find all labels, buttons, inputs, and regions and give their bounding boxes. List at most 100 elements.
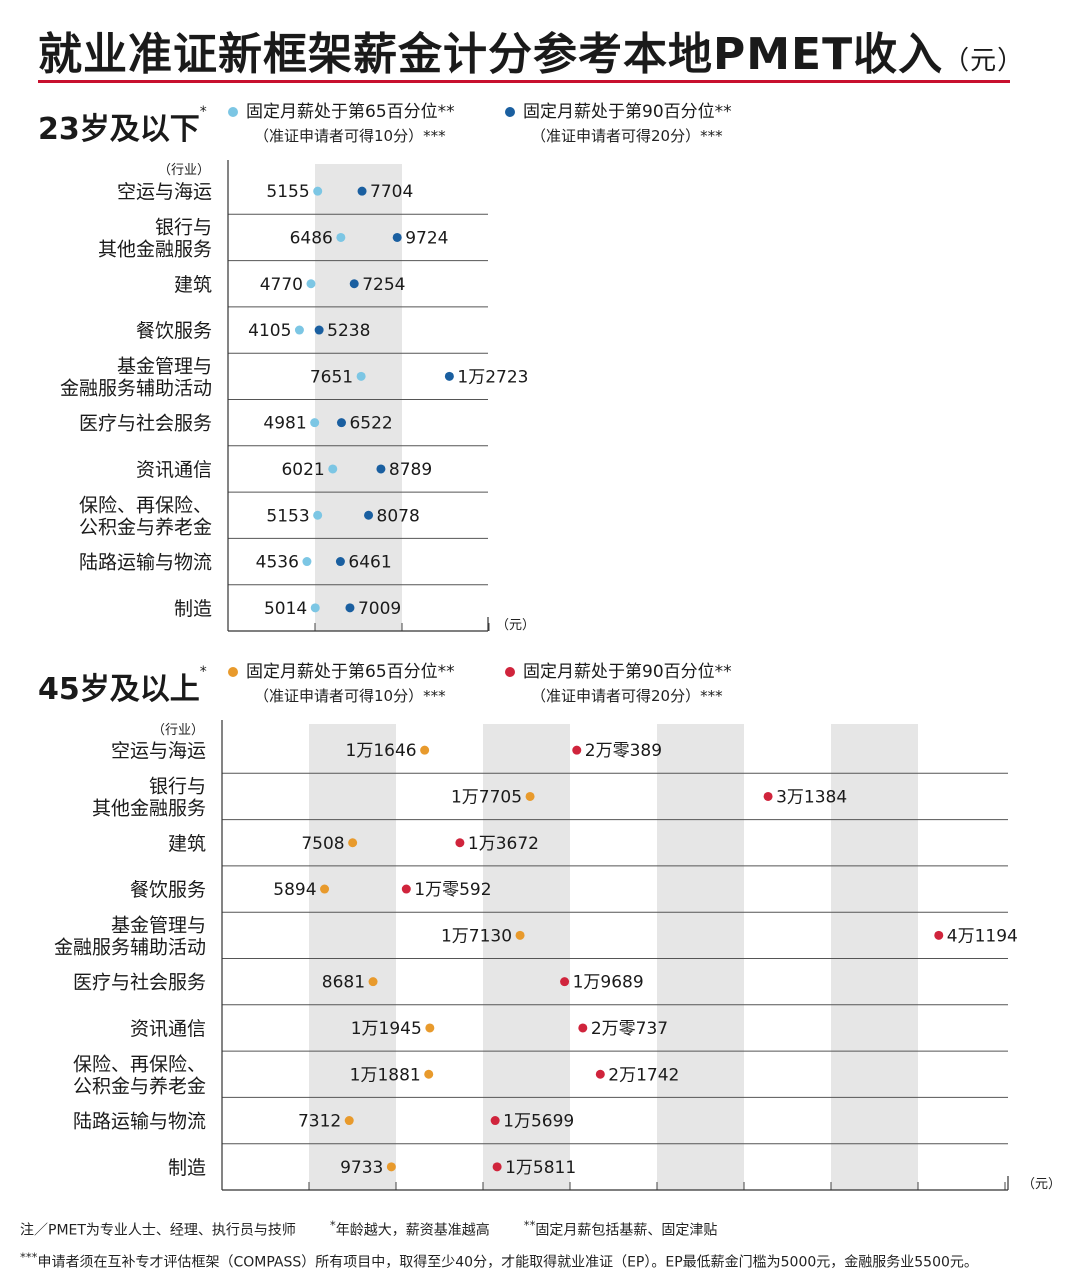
point-90th — [336, 418, 346, 428]
value-label-90th: 7009 — [358, 599, 401, 619]
category-label: 基金管理与 — [117, 355, 212, 377]
point-90th — [364, 510, 374, 520]
value-label-90th: 7704 — [370, 182, 413, 202]
point-90th — [345, 603, 355, 613]
footnote-compass: 申请者须在互补专才评估框架（COMPASS）所有项目中，取得至少40分，才能取得… — [37, 1254, 978, 1271]
section-title-over-45-text: 45岁及以上 — [38, 672, 200, 707]
title-rule — [38, 80, 1010, 83]
value-label-65th: 5014 — [264, 599, 307, 619]
value-label-90th: 6461 — [348, 553, 391, 573]
section-title-under-23: 23岁及以下* — [38, 104, 207, 148]
point-90th — [376, 464, 386, 474]
value-label-65th: 7651 — [310, 367, 353, 387]
category-label: 陆路运输与物流 — [73, 1111, 206, 1133]
page-title-unit: （元） — [943, 46, 1025, 76]
point-90th — [314, 325, 324, 335]
point-65th — [515, 930, 525, 940]
category-label: 餐饮服务 — [136, 320, 212, 342]
point-65th — [313, 510, 323, 520]
value-label-65th: 1万1881 — [350, 1065, 421, 1085]
footnote-age-mark: * — [329, 1218, 336, 1232]
category-label: 制造 — [168, 1157, 206, 1179]
value-label-90th: 1万3672 — [468, 834, 539, 854]
page-title-text: 就业准证新框架薪金计分参考本地PMET收入 — [38, 29, 944, 80]
legend-dot-65th-under-23 — [228, 107, 238, 117]
category-label: 银行与 — [155, 216, 212, 238]
point-90th — [335, 557, 345, 567]
legend-65th-under-23: 固定月薪处于第65百分位** （准证申请者可得10分）*** — [228, 100, 455, 148]
legend-90th-under-23: 固定月薪处于第90百分位** （准证申请者可得20分）*** — [505, 100, 732, 148]
category-label: 基金管理与 — [111, 914, 206, 936]
page-title: 就业准证新框架薪金计分参考本地PMET收入（元） — [38, 18, 1024, 82]
footnote-line-1: 注／PMET为专业人士、经理、执行员与技师 *年龄越大，薪资基准越高 **固定月薪包… — [20, 1212, 978, 1244]
value-label-90th: 3万1384 — [776, 787, 847, 807]
point-65th — [425, 1023, 435, 1033]
point-90th — [490, 1116, 500, 1126]
point-90th — [572, 745, 582, 755]
category-label: 其他金融服务 — [98, 238, 212, 260]
category-label: 银行与 — [149, 775, 206, 797]
value-label-90th: 2万零389 — [585, 741, 662, 761]
category-label: 资讯通信 — [130, 1018, 206, 1040]
legend-sub-65th-under-23: （准证申请者可得10分）*** — [254, 127, 446, 145]
footnote-age: 年龄越大，薪资基准越高 — [335, 1222, 490, 1239]
category-label: 其他金融服务 — [92, 797, 206, 819]
footnote-fixed-mark: ** — [523, 1218, 536, 1232]
point-90th — [492, 1162, 502, 1172]
value-label-65th: 8681 — [322, 973, 365, 993]
point-90th — [401, 884, 411, 894]
value-label-65th: 5155 — [266, 182, 309, 202]
legend-90th-over-45: 固定月薪处于第90百分位** （准证申请者可得20分）*** — [505, 660, 732, 708]
category-label: 金融服务辅助活动 — [60, 377, 212, 399]
category-label: 制造 — [174, 598, 212, 620]
point-65th — [328, 464, 338, 474]
point-65th — [294, 325, 304, 335]
point-65th — [525, 791, 535, 801]
point-65th — [348, 838, 358, 848]
category-label: 建筑 — [168, 833, 206, 855]
value-label-65th: 6021 — [281, 460, 324, 480]
category-label: 医疗与社会服务 — [79, 413, 212, 435]
category-label: 建筑 — [174, 274, 212, 296]
legend-label-65th-under-23: 固定月薪处于第65百分位** — [246, 102, 455, 122]
legend-label-90th-over-45: 固定月薪处于第90百分位** — [523, 662, 732, 682]
point-90th — [357, 186, 367, 196]
point-90th — [934, 930, 944, 940]
value-label-90th: 1万零592 — [414, 880, 491, 900]
category-label: 保险、再保险、 — [73, 1053, 206, 1075]
value-label-90th: 2万零737 — [591, 1019, 668, 1039]
value-label-65th: 9733 — [340, 1158, 383, 1178]
point-90th — [455, 838, 465, 848]
legend-label-90th-under-23: 固定月薪处于第90百分位** — [523, 102, 732, 122]
point-90th — [349, 279, 359, 289]
footnote-compass-mark: *** — [20, 1249, 38, 1264]
category-label: 空运与海运 — [111, 740, 206, 762]
category-axis-label: （行业） — [158, 163, 210, 178]
point-65th — [302, 557, 312, 567]
footnote-fixed: 固定月薪包括基薪、固定津贴 — [535, 1222, 718, 1239]
point-90th — [392, 232, 402, 242]
point-90th — [444, 371, 454, 381]
point-65th — [386, 1162, 396, 1172]
legend-label-65th-over-45: 固定月薪处于第65百分位** — [246, 662, 455, 682]
value-label-65th: 4105 — [248, 321, 291, 341]
legend-sub-90th-under-23: （准证申请者可得20分）*** — [531, 127, 723, 145]
legend-sub-65th-over-45: （准证申请者可得10分）*** — [254, 687, 446, 705]
legend-sub-90th-over-45: （准证申请者可得20分）*** — [531, 687, 723, 705]
value-label-65th: 7508 — [301, 834, 344, 854]
value-label-90th: 9724 — [405, 228, 448, 248]
value-label-90th: 1万9689 — [573, 973, 644, 993]
section-title-over-45: 45岁及以上* — [38, 664, 207, 708]
category-label: 保险、再保险、 — [79, 494, 212, 516]
value-label-90th: 7254 — [362, 275, 405, 295]
legend-dot-90th-under-23 — [505, 107, 515, 117]
value-label-65th: 1万1945 — [351, 1019, 422, 1039]
value-label-90th: 6522 — [349, 414, 392, 434]
legend-65th-over-45: 固定月薪处于第65百分位** （准证申请者可得10分）*** — [228, 660, 455, 708]
point-90th — [763, 791, 773, 801]
value-label-65th: 7312 — [298, 1112, 341, 1132]
